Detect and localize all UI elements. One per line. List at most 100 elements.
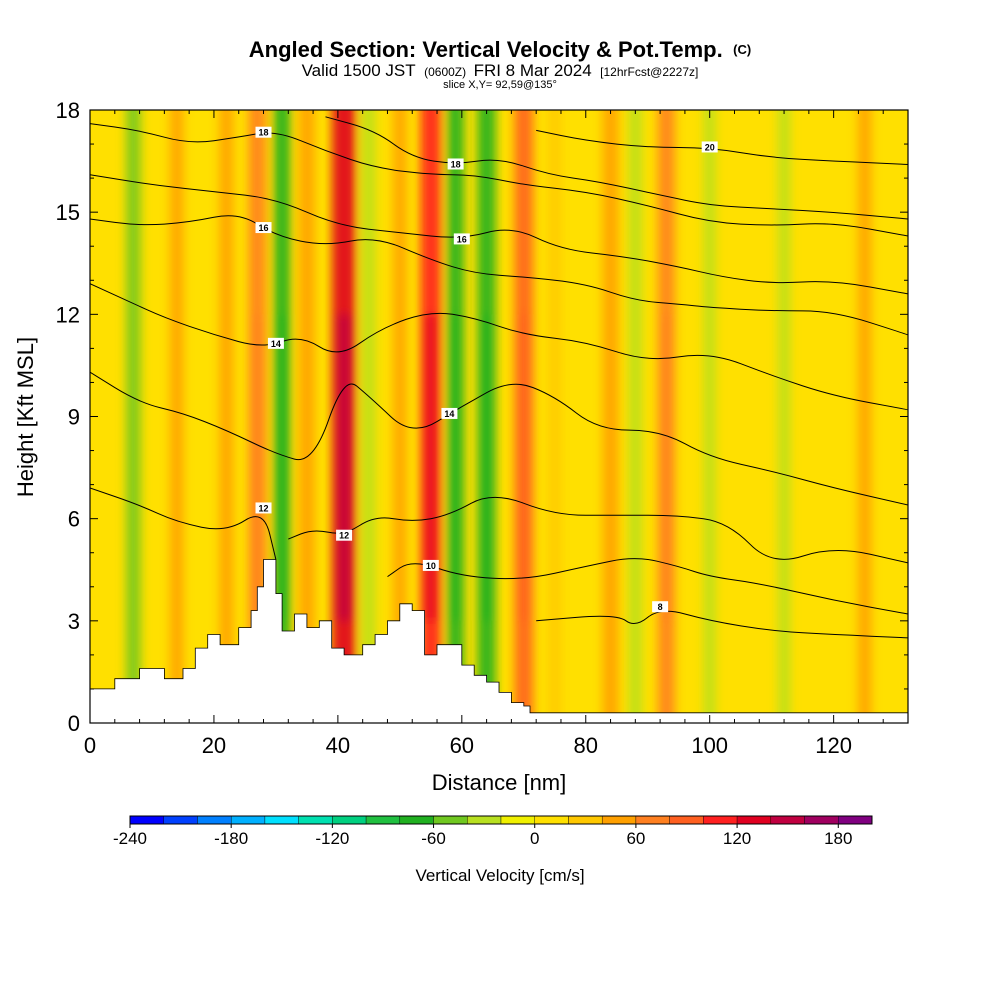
chart-title: Angled Section: Vertical Velocity & Pot.… [249,37,751,62]
isentrope-label-bg [255,502,272,514]
isentrope-label-text: 12 [339,531,349,541]
velocity-streak [548,110,561,723]
x-axis: 0 20 40 60 80 100 120 [84,110,884,758]
isentrope-label: 18 [447,158,464,170]
colorbar-swatch [669,815,704,825]
plot-area: 8 10 12 12 14 14 16 16 18 18 20 [90,110,908,723]
isentrope-contours: 8 10 12 12 14 14 16 16 18 18 20 [90,116,908,639]
y-tick-label: 0 [68,711,80,736]
isentrope-label-bg [255,126,272,138]
velocity-streak [126,110,141,723]
colorbar-swatch [770,815,805,825]
isentrope-label: 12 [255,502,272,514]
isentrope-label-bg [422,559,439,571]
y-tick-label: 3 [68,609,80,634]
y-tick-label: 12 [56,302,80,327]
velocity-core [252,314,262,621]
colorbar-swatch [635,815,670,825]
velocity-streak [299,110,315,723]
isentrope-line [90,123,908,237]
terrain [90,559,908,723]
isentrope-label: 10 [422,559,439,571]
velocity-streak [362,110,376,723]
x-axis-title: Distance [nm] [432,770,567,795]
colorbar-title: Vertical Velocity [cm/s] [415,866,584,885]
isentrope-label-text: 10 [426,561,436,571]
isentrope-label: 12 [336,529,353,541]
valid-utc: (0600Z) [424,65,466,79]
colorbar-swatch [568,815,603,825]
isentrope-label: 20 [701,141,718,153]
colorbar-swatch [298,815,333,825]
velocity-streak [628,110,642,723]
velocity-streak [703,110,716,723]
colorbar-tick-label: 60 [626,829,645,848]
colorbar-swatch [264,815,299,825]
colorbar-tick-label: -60 [421,829,446,848]
isentrope-label: 8 [652,601,669,613]
isentrope-label-bg [441,407,458,419]
velocity-streak [858,110,872,723]
isentrope-label: 14 [441,407,458,419]
chart-title-mark: (C) [733,42,751,57]
colorbar-swatch [197,815,232,825]
y-tick-label: 18 [56,98,80,123]
velocity-streak [778,110,790,723]
isentrope-label: 16 [255,222,272,234]
y-tick-label: 9 [68,405,80,430]
x-tick-label: 20 [202,733,226,758]
colorbar-swatch [433,815,468,825]
colorbar-frame [129,815,873,825]
colorbar-swatch [838,815,873,825]
isentrope-label-text: 14 [444,409,454,419]
velocity-core [425,314,436,621]
isentrope-line [90,487,277,560]
isentrope-line [325,116,908,220]
colorbar-swatch [804,815,839,825]
colorbar-swatch [703,815,738,825]
isentrope-line [90,371,908,506]
colorbar-swatch [332,815,367,825]
valid-date: FRI 8 Mar 2024 [474,61,592,80]
isentrope-line [536,610,908,639]
velocity-streak [219,110,234,723]
isentrope-label-bg [255,222,272,234]
isentrope-label-bg [447,158,464,170]
velocity-core [277,314,287,621]
velocity-streak [170,110,184,723]
isentrope-label-bg [453,233,470,245]
colorbar-swatch [129,815,164,825]
isentrope-label: 16 [453,233,470,245]
isentrope-label: 14 [267,337,284,349]
colorbar-tick-label: -180 [214,829,248,848]
colorbar-swatch [534,815,569,825]
forecast-info: [12hrFcst@2227z] [600,65,698,79]
valid-time: Valid 1500 JST [302,61,416,80]
colorbar-swatch [365,815,401,825]
x-tick-label: 100 [691,733,728,758]
valid-line: Valid 1500 JST (0600Z) FRI 8 Mar 2024 [1… [302,61,699,80]
velocity-streak [602,110,619,723]
colorbar-tick-label: 120 [723,829,751,848]
x-tick-label: 60 [450,733,474,758]
x-tick-label: 0 [84,733,96,758]
colorbar: -240 -180 -120 -60 0 60 120 180 [113,815,873,848]
x-tick-label: 40 [326,733,350,758]
isentrope-label: 18 [255,126,272,138]
y-tick-label: 6 [68,507,80,532]
colorbar-swatch [500,815,535,825]
isentrope-label-bg [701,141,718,153]
y-tick-label: 15 [56,200,80,225]
colorbar-swatch [163,815,198,825]
isentrope-label-text: 20 [705,142,715,152]
isentrope-line [90,174,908,295]
chart-title-main: Angled Section: Vertical Velocity & Pot.… [249,37,723,62]
isentrope-label-text: 16 [259,223,269,233]
colorbar-tick-label: -240 [113,829,147,848]
isentrope-label-text: 12 [259,503,269,513]
x-tick-label: 80 [574,733,598,758]
isentrope-label-bg [336,529,353,541]
isentrope-label-bg [652,601,669,613]
isentrope-label-text: 16 [457,234,467,244]
